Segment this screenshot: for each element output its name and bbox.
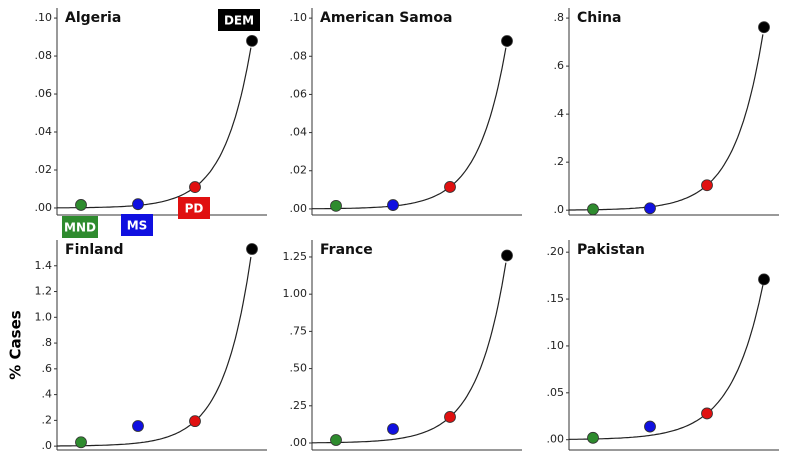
- panel-title: American Samoa: [320, 10, 452, 26]
- y-tick-label: 1.2: [35, 285, 53, 298]
- category-label: MS: [127, 219, 148, 233]
- point: [330, 434, 342, 446]
- point: [587, 203, 599, 216]
- y-tick-label: .08: [35, 49, 53, 62]
- point: [189, 181, 201, 193]
- y-tick-label: .00: [290, 202, 308, 215]
- point: [444, 181, 456, 193]
- category-box: [121, 214, 153, 236]
- y-tick-label: .10: [35, 11, 53, 24]
- fit-curve: [312, 47, 507, 210]
- point: [758, 21, 770, 34]
- y-tick-label: .50: [290, 362, 308, 375]
- y-tick-label: .10: [290, 11, 308, 24]
- point: [444, 411, 456, 423]
- y-tick-label: .05: [547, 386, 565, 399]
- y-tick-label: 1.4: [35, 259, 53, 272]
- fit-curve: [57, 47, 252, 209]
- point: [387, 423, 399, 435]
- category-label: MND: [64, 221, 96, 235]
- category-box: [218, 9, 260, 31]
- y-tick-label: .04: [35, 125, 53, 138]
- panel: .0 .2 .4 .6 .8 1.0 1.2 1.4 Finland: [35, 240, 267, 452]
- point: [387, 199, 399, 211]
- y-tick-label: .8: [42, 336, 53, 349]
- y-tick-label: .02: [35, 163, 53, 176]
- point: [758, 273, 770, 286]
- point: [701, 179, 713, 192]
- category-box: [178, 197, 210, 219]
- y-tick-label: .00: [290, 436, 308, 449]
- panel-title: Finland: [65, 242, 124, 258]
- y-tick-label: 1.00: [283, 287, 308, 300]
- y-tick-label: .00: [547, 433, 565, 446]
- panel-title: France: [320, 242, 373, 258]
- panel: .0 .2 .4 .6 .8 China: [554, 8, 779, 216]
- y-tick-label: .20: [547, 245, 565, 258]
- point: [189, 415, 201, 428]
- point: [587, 431, 599, 444]
- y-tick-label: 1.25: [283, 250, 308, 263]
- y-tick-label: 1.0: [35, 310, 53, 323]
- y-tick-label: .4: [42, 388, 53, 401]
- y-axis-label: % Cases: [7, 310, 25, 379]
- panel: .00 .25 .50 .75 1.00 1.25 France: [283, 240, 522, 451]
- point: [75, 199, 87, 211]
- y-tick-label: .0: [42, 439, 53, 452]
- panel: .00 .02 .04 .06 .08 .10 American Samoa: [290, 8, 522, 216]
- y-tick-label: .08: [290, 49, 308, 62]
- point: [132, 420, 144, 432]
- category-label: PD: [185, 202, 204, 216]
- y-tick-label: .04: [290, 126, 308, 139]
- panel-title: Algeria: [65, 10, 121, 26]
- point: [501, 249, 513, 262]
- fit-curve: [569, 284, 764, 440]
- y-tick-label: .25: [290, 399, 308, 412]
- fit-curve: [57, 256, 252, 447]
- fit-curve: [569, 34, 764, 211]
- panel-title: Pakistan: [577, 242, 645, 258]
- point: [501, 35, 513, 47]
- panel-title: China: [577, 10, 621, 26]
- point: [701, 407, 713, 420]
- y-tick-label: .2: [42, 413, 53, 426]
- point: [246, 34, 258, 47]
- y-tick-label: .6: [42, 362, 53, 375]
- y-tick-label: .10: [547, 339, 565, 352]
- y-tick-label: .8: [554, 11, 565, 24]
- point: [644, 420, 656, 433]
- point: [75, 436, 87, 449]
- y-tick-label: .15: [547, 292, 565, 305]
- y-tick-label: .2: [554, 155, 565, 168]
- point: [330, 199, 342, 212]
- panel: .00 .02 .04 .06 .08 .10 Algeria MND MS PD DEM: [35, 8, 267, 238]
- point: [132, 198, 144, 211]
- y-tick-label: .0: [554, 203, 565, 216]
- point: [644, 202, 656, 215]
- y-tick-label: .00: [35, 201, 53, 214]
- y-tick-label: .6: [554, 59, 565, 72]
- y-tick-label: .4: [554, 107, 565, 120]
- category-label: DEM: [224, 14, 254, 28]
- y-tick-label: .06: [35, 87, 53, 100]
- y-tick-label: .06: [290, 87, 308, 100]
- panel: .00 .05 .10 .15 .20 Pakistan: [547, 240, 779, 451]
- fit-curve: [312, 262, 507, 444]
- category-box: [62, 216, 98, 238]
- y-tick-label: .75: [290, 324, 308, 337]
- y-tick-label: .02: [290, 164, 308, 177]
- point: [246, 243, 258, 255]
